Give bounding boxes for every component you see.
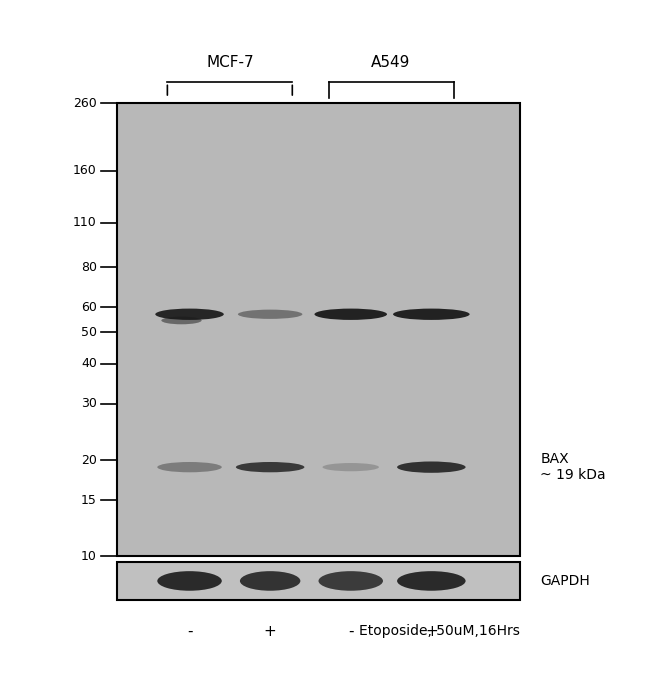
Text: ~ 19 kDa: ~ 19 kDa (540, 468, 606, 482)
Ellipse shape (161, 317, 202, 324)
Text: 80: 80 (81, 260, 97, 273)
Text: 15: 15 (81, 493, 97, 506)
Text: 30: 30 (81, 397, 97, 410)
Text: 260: 260 (73, 97, 97, 109)
Text: -: - (348, 624, 354, 639)
Text: -: - (187, 624, 192, 639)
Text: 50: 50 (81, 326, 97, 339)
Ellipse shape (397, 571, 465, 591)
Ellipse shape (322, 463, 379, 471)
Ellipse shape (157, 462, 222, 472)
Text: +: + (425, 624, 437, 639)
Text: +: + (264, 624, 276, 639)
Text: MCF-7: MCF-7 (206, 54, 254, 69)
Ellipse shape (315, 308, 387, 320)
Text: A549: A549 (371, 54, 411, 69)
Text: GAPDH: GAPDH (540, 574, 590, 588)
Text: 20: 20 (81, 453, 97, 466)
Bar (117, 562, 520, 600)
Text: BAX: BAX (540, 453, 569, 466)
Text: 110: 110 (73, 216, 97, 229)
Text: 40: 40 (81, 357, 97, 370)
Ellipse shape (236, 462, 304, 472)
Text: 160: 160 (73, 164, 97, 177)
Ellipse shape (157, 571, 222, 591)
Ellipse shape (155, 308, 224, 320)
Ellipse shape (238, 310, 302, 319)
Ellipse shape (318, 571, 383, 591)
Ellipse shape (397, 462, 465, 473)
Text: 60: 60 (81, 301, 97, 314)
Text: 10: 10 (81, 550, 97, 563)
Text: Etoposide, 50uM,16Hrs: Etoposide, 50uM,16Hrs (359, 624, 520, 638)
Ellipse shape (240, 571, 300, 591)
Ellipse shape (393, 308, 470, 320)
